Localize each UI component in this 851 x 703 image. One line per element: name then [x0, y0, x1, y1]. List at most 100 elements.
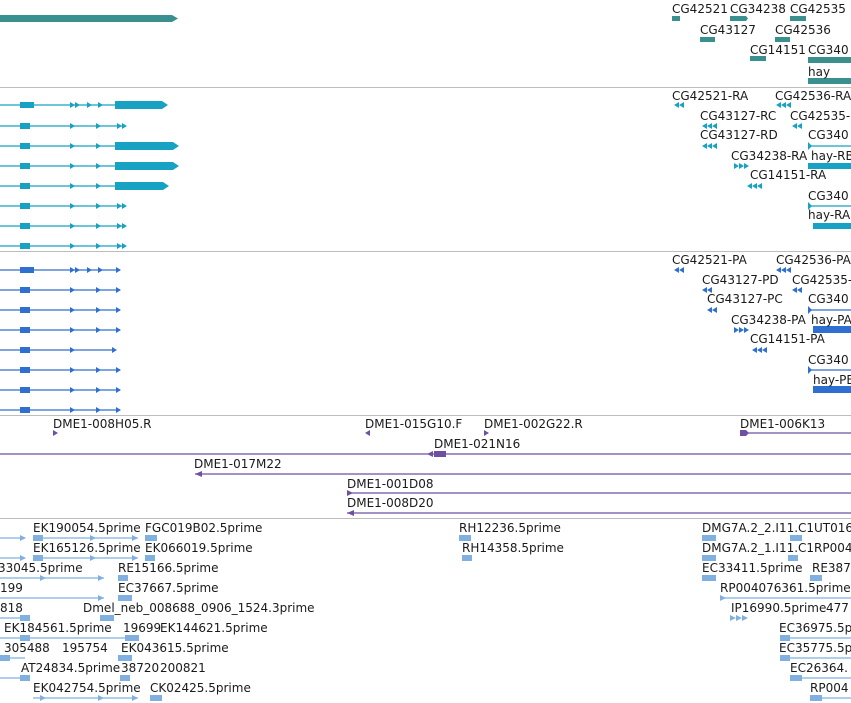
- est-label[interactable]: UT016: [814, 521, 851, 535]
- exon: [70, 123, 75, 129]
- est-label[interactable]: EK190054.5prime: [33, 521, 141, 535]
- gene-label[interactable]: CG34238: [730, 2, 786, 16]
- bac-label[interactable]: DME1-015G10.F: [365, 417, 463, 431]
- est-label[interactable]: EK184561.5prime: [4, 621, 112, 635]
- est-label[interactable]: EK165126.5prime: [33, 541, 141, 555]
- bac-label[interactable]: DME1-001D08: [347, 477, 434, 491]
- est-label[interactable]: RH14358.5prime: [462, 541, 564, 555]
- est-feature: [118, 655, 132, 661]
- track-separator: [0, 87, 851, 88]
- exon: [20, 183, 30, 189]
- est-feature: [118, 575, 128, 581]
- bac-feature: [427, 451, 446, 457]
- est-label[interactable]: RP004076361.5prime: [720, 581, 851, 595]
- est-label[interactable]: AT24834.5prime: [21, 661, 121, 675]
- est-label[interactable]: EK144621.5prime: [160, 621, 268, 635]
- est-label[interactable]: EC33411.5prime: [702, 561, 803, 575]
- est-label[interactable]: 477: [826, 601, 849, 615]
- est-label[interactable]: 199: [0, 581, 23, 595]
- est-label[interactable]: EK066019.5prime: [145, 541, 253, 555]
- est-feature: [145, 555, 155, 561]
- gene-feature: [750, 56, 766, 61]
- est-feature: [145, 535, 157, 541]
- est-label[interactable]: CK02425.5prime: [150, 681, 251, 695]
- est-label[interactable]: 19699: [123, 621, 162, 635]
- exon: [813, 223, 851, 229]
- cds-label[interactable]: CG34238-PA: [731, 313, 806, 327]
- cds-label[interactable]: CG43127-PD: [702, 273, 779, 287]
- cds-label[interactable]: hay-PB: [813, 373, 851, 387]
- est-label[interactable]: EK043615.5prime: [121, 641, 229, 655]
- est-label[interactable]: 305488: [4, 641, 50, 655]
- est-label[interactable]: DMG7A.2_2.I11.C1: [702, 521, 815, 535]
- est-label[interactable]: EC26364.: [790, 661, 848, 675]
- est-label[interactable]: IP16990.5prime: [731, 601, 827, 615]
- est-feature: [120, 675, 130, 681]
- cds-label[interactable]: CG340: [808, 292, 849, 306]
- est-label[interactable]: 195754: [62, 641, 108, 655]
- transcript-label[interactable]: CG42521-RA: [672, 89, 749, 103]
- exon: [20, 102, 34, 108]
- est-label[interactable]: 38720: [121, 661, 160, 675]
- cds-exon: [20, 387, 30, 393]
- est-label[interactable]: FGC019B02.5prime: [145, 521, 263, 535]
- est-label[interactable]: RH12236.5prime: [459, 521, 561, 535]
- transcript-label[interactable]: CG14151-RA: [750, 168, 827, 182]
- transcript-label[interactable]: CG42535-: [790, 109, 851, 123]
- est-label[interactable]: 33045.5prime: [0, 561, 83, 575]
- exon: [96, 143, 101, 149]
- cds-label[interactable]: CG14151-PA: [750, 332, 825, 346]
- bac-label[interactable]: DME1-008D20: [347, 496, 434, 510]
- exon: [117, 123, 127, 129]
- exon: [70, 223, 75, 229]
- gene-label[interactable]: CG42535: [790, 2, 846, 16]
- transcript-label[interactable]: hay-RB: [811, 149, 851, 163]
- exon: [117, 243, 127, 249]
- cds-exon: [752, 347, 767, 353]
- est-label[interactable]: EC37667.5prime: [118, 581, 219, 595]
- gene-label[interactable]: CG43127: [700, 23, 756, 37]
- transcript-label[interactable]: CG43127-RD: [700, 128, 778, 142]
- bac-label[interactable]: DME1-021N16: [434, 437, 521, 451]
- est-label[interactable]: RE15166.5prime: [118, 561, 219, 575]
- gene-label[interactable]: CG14151: [750, 43, 806, 57]
- bac-label[interactable]: DME1-002G22.R: [484, 417, 583, 431]
- cds-label[interactable]: CG42521-PA: [672, 253, 747, 267]
- est-label[interactable]: RP004: [810, 681, 849, 695]
- transcript-label[interactable]: CG340: [808, 128, 849, 142]
- exon: [96, 243, 101, 249]
- gene-label[interactable]: hay: [808, 65, 831, 79]
- est-label[interactable]: Dmel_neb_008688_0906_1524.3prime: [83, 601, 315, 615]
- transcript-label[interactable]: CG340: [808, 189, 849, 203]
- est-label[interactable]: DMG7A.2_1.I11.C1: [702, 541, 815, 555]
- cds-label[interactable]: CG43127-PC: [707, 292, 783, 306]
- cds-exon: [792, 287, 802, 293]
- gene-label[interactable]: CG42521: [672, 2, 728, 16]
- bac-label[interactable]: DME1-017M22: [194, 457, 282, 471]
- est-label[interactable]: EC35775.5prime: [779, 641, 851, 655]
- cds-exon: [20, 267, 34, 273]
- transcript-label[interactable]: CG42536-RA: [775, 89, 851, 103]
- cds-label[interactable]: CG340: [808, 353, 849, 367]
- exon: [96, 163, 101, 169]
- transcript-label[interactable]: CG34238-RA: [731, 149, 808, 163]
- est-label[interactable]: RE387: [812, 561, 851, 575]
- est-label[interactable]: 818: [0, 601, 23, 615]
- bac-label[interactable]: DME1-006K13: [740, 417, 826, 431]
- cds-exon: [20, 347, 30, 353]
- cds-label[interactable]: CG42535-: [792, 273, 851, 287]
- bac-feature: [53, 430, 58, 436]
- cds-exon: [70, 347, 117, 353]
- gene-label[interactable]: CG42536: [775, 23, 831, 37]
- est-label[interactable]: RP004: [814, 541, 851, 555]
- transcript-label[interactable]: hay-RA: [808, 208, 851, 222]
- est-label[interactable]: EK042754.5prime: [33, 681, 141, 695]
- transcript-label[interactable]: CG43127-RC: [700, 109, 777, 123]
- cds-exon: [702, 287, 712, 293]
- est-label[interactable]: EC36975.5prime: [779, 621, 851, 635]
- cds-label[interactable]: CG42536-PA: [776, 253, 851, 267]
- est-label[interactable]: 200821: [160, 661, 206, 675]
- gene-label[interactable]: CG340: [808, 43, 849, 57]
- bac-label[interactable]: DME1-008H05.R: [53, 417, 152, 431]
- cds-label[interactable]: hay-PA: [811, 313, 851, 327]
